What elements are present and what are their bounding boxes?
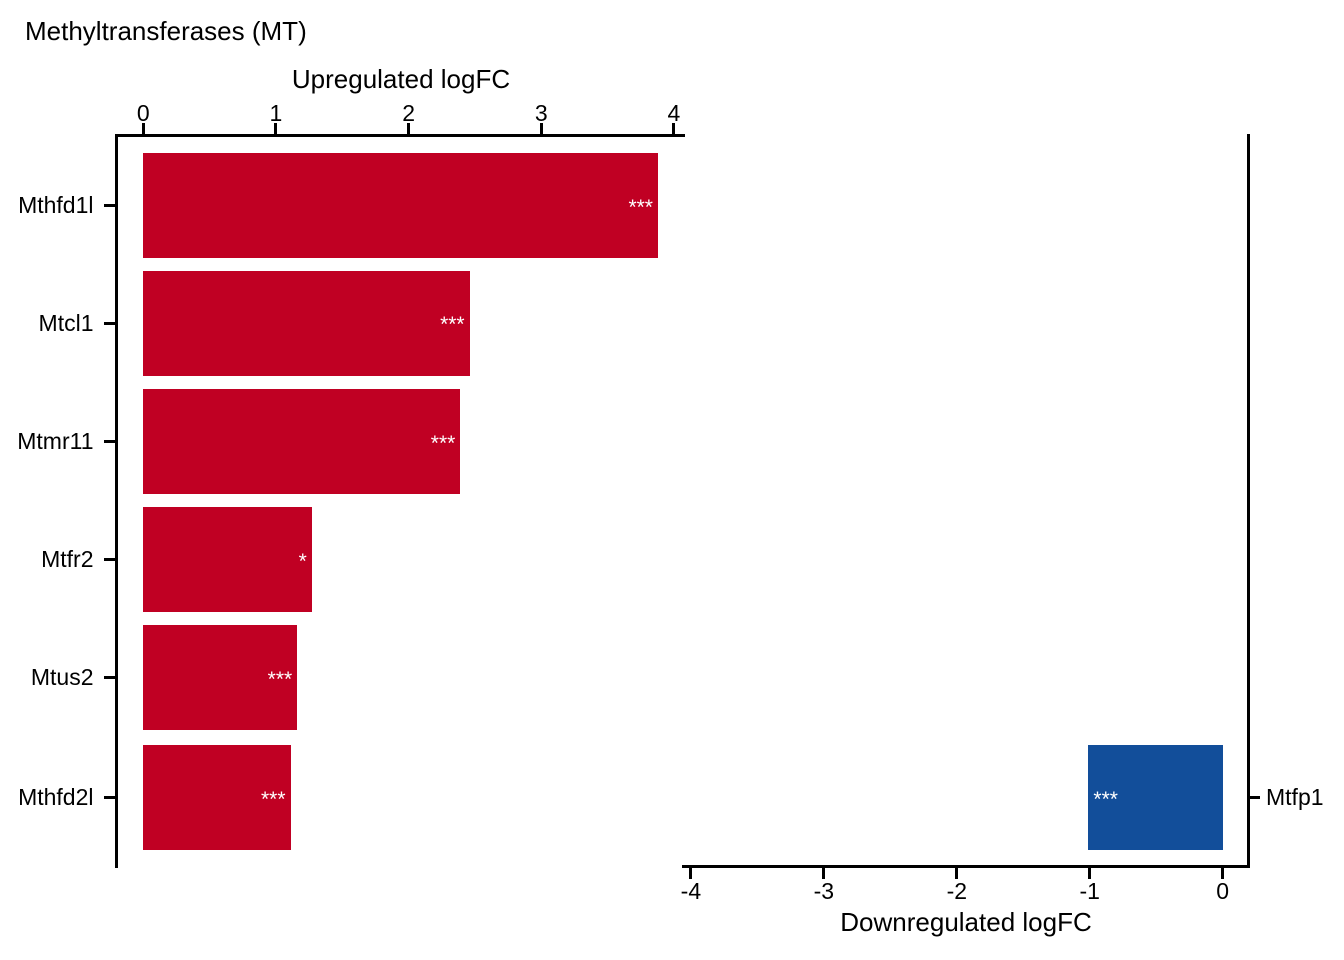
upregulated-y-tick xyxy=(104,204,116,207)
category-label-mtcl1: Mtcl1 xyxy=(38,309,94,336)
downregulated-y-tick xyxy=(1249,796,1260,799)
upregulated-y-tick xyxy=(104,440,116,444)
downregulated-x-tick-label: -3 xyxy=(813,878,835,904)
bar-mtfp1 xyxy=(1088,745,1223,850)
upregulated-x-tick xyxy=(141,122,145,134)
category-label-mthfd1l: Mthfd1l xyxy=(18,192,94,218)
downregulated-x-tick-label: 0 xyxy=(1216,878,1230,904)
upregulated-x-tick-label: 3 xyxy=(534,100,548,126)
category-label-mthfd2l: Mthfd2l xyxy=(18,784,94,810)
significance-stars: * xyxy=(298,549,307,573)
upregulated-left-spine xyxy=(115,133,119,869)
upregulated-axis-label: Upregulated logFC xyxy=(291,64,511,94)
upregulated-y-tick xyxy=(104,796,116,799)
downregulated-x-tick xyxy=(955,865,959,880)
significance-stars: *** xyxy=(261,787,286,811)
significance-stars: *** xyxy=(267,667,293,691)
upregulated-x-tick xyxy=(274,122,278,134)
category-label-mtmr11: Mtmr11 xyxy=(17,428,94,455)
downregulated-x-tick xyxy=(822,865,826,880)
downregulated-x-tick xyxy=(1088,865,1092,880)
bar-mtfr2 xyxy=(143,507,312,613)
downregulated-x-tick-label: -2 xyxy=(946,878,968,904)
upregulated-top-axis-line xyxy=(115,133,685,137)
upregulated-x-tick-label: 4 xyxy=(667,100,681,126)
category-label-mtus2: Mtus2 xyxy=(30,664,94,691)
downregulated-x-tick-label: -4 xyxy=(680,878,702,904)
downregulated-x-tick xyxy=(689,865,693,880)
downregulated-axis-label: Downregulated logFC xyxy=(840,907,1092,937)
significance-stars: *** xyxy=(440,313,465,337)
upregulated-y-tick xyxy=(104,676,116,680)
upregulated-y-tick xyxy=(104,321,116,325)
significance-stars: *** xyxy=(1093,787,1118,811)
upregulated-x-tick-label: 1 xyxy=(269,100,283,126)
downregulated-x-tick-label: -1 xyxy=(1079,878,1100,904)
figure-title: Methyltransferases (MT) xyxy=(25,16,307,46)
upregulated-y-tick xyxy=(104,558,116,562)
upregulated-x-tick-label: 0 xyxy=(136,100,150,126)
category-label-mtfp1: Mtfp1 xyxy=(1266,784,1324,810)
category-label-mtfr2: Mtfr2 xyxy=(41,546,94,573)
significance-stars: *** xyxy=(430,431,456,455)
significance-stars: *** xyxy=(628,195,653,219)
bar-mtmr11 xyxy=(143,389,461,495)
downregulated-bottom-axis-line xyxy=(681,865,1250,869)
upregulated-x-tick xyxy=(539,122,543,134)
upregulated-x-tick xyxy=(407,122,411,134)
downregulated-x-tick xyxy=(1221,865,1225,880)
bar-mthfd1l xyxy=(143,153,658,258)
upregulated-x-tick xyxy=(672,122,676,134)
bar-mthfd2l xyxy=(143,745,291,850)
upregulated-x-tick-label: 2 xyxy=(402,100,415,126)
downregulated-right-spine xyxy=(1246,133,1250,869)
bar-mtcl1 xyxy=(143,270,470,376)
bar-mtus2 xyxy=(143,625,298,731)
